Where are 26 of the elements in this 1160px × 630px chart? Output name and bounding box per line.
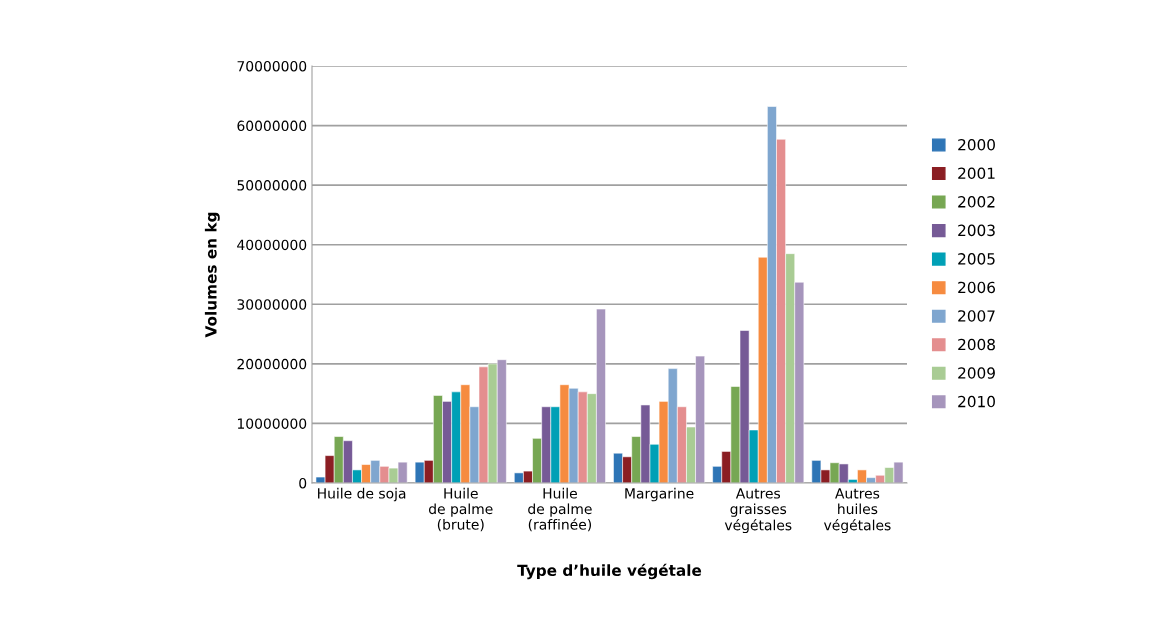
x-tick-label: Autres huiles végétales: [823, 488, 891, 534]
legend-label: 2009: [958, 367, 995, 379]
x-tick-label: Huile de palme (raffinée): [528, 487, 592, 532]
x-axis-title: Type d’huile végétale: [517, 563, 702, 580]
legend-label: 2008: [958, 338, 995, 351]
x-tick-label: Autres graisses végétales: [724, 488, 792, 534]
y-tick-label: 30000000: [237, 299, 307, 310]
legend-label: 2007: [958, 310, 995, 322]
y-tick-label: 20000000: [237, 358, 307, 370]
legend-label: 2003: [958, 224, 995, 237]
y-tick-label: 60000000: [237, 120, 307, 132]
x-tick-label: Huile de soja: [318, 487, 406, 502]
legend-label: 2005: [958, 253, 995, 265]
y-tick-label: 0: [299, 477, 307, 489]
x-tick-label: Margarine: [625, 487, 694, 502]
y-tick-label: 50000000: [237, 180, 307, 191]
x-tick-label: Huile de palme (brute): [429, 487, 493, 532]
y-tick-label: 10000000: [237, 418, 307, 429]
legend-label: 2002: [958, 196, 995, 208]
y-tick-label: 40000000: [237, 239, 307, 251]
legend-label: 2010: [958, 395, 995, 408]
legend-label: 2006: [958, 281, 996, 294]
y-axis-title: Volumes en kg: [204, 212, 220, 338]
legend-label: 2000: [958, 138, 995, 151]
y-tick-label: 70000000: [237, 60, 307, 72]
legend-label: 2001: [958, 167, 995, 180]
